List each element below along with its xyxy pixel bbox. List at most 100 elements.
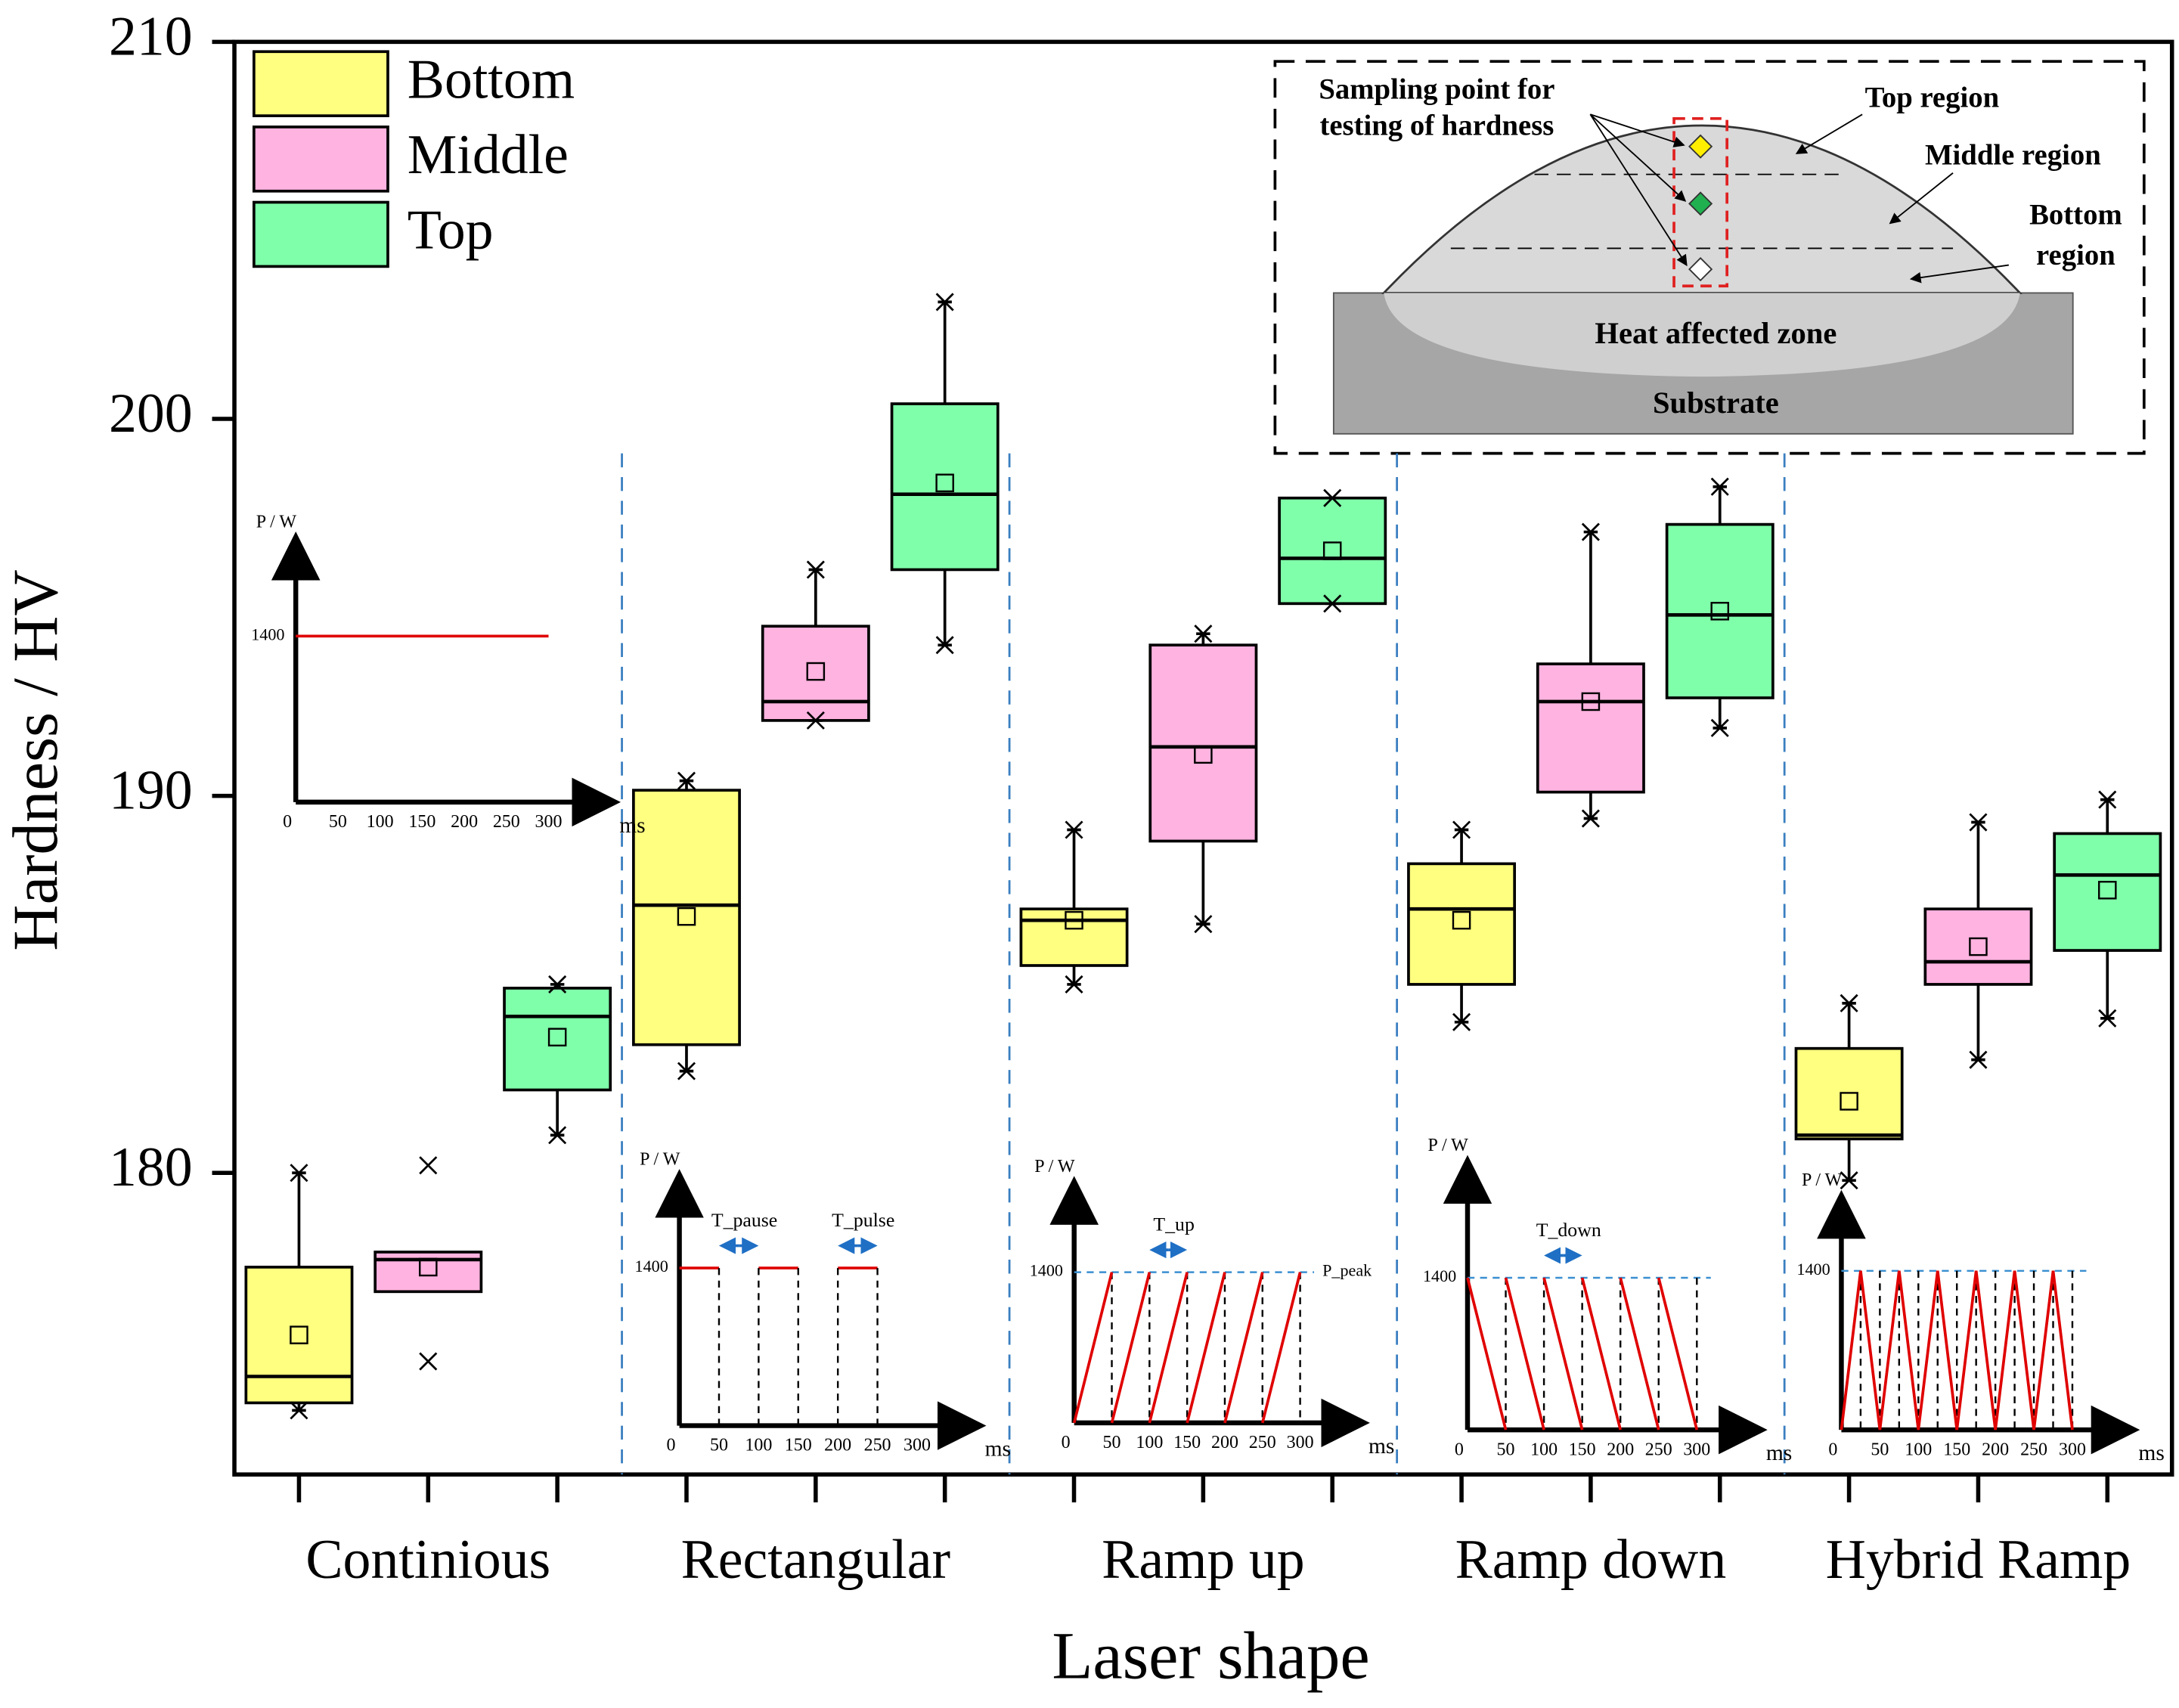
inset-tick-label: 200 xyxy=(1982,1440,2009,1459)
extreme-marker xyxy=(548,1126,567,1145)
inset-tick-label: 0 xyxy=(283,812,292,832)
annotation: T_up xyxy=(1153,1214,1195,1235)
inset-tick-label: 200 xyxy=(1607,1440,1634,1459)
inset-xlabel: ms xyxy=(1766,1441,1792,1465)
inset-tick-label: 50 xyxy=(1871,1440,1889,1459)
waveform xyxy=(1466,1277,1699,1431)
inset-tick-label: 250 xyxy=(2020,1440,2047,1459)
inset-ylabel: P / W xyxy=(1428,1136,1469,1155)
extreme-marker xyxy=(935,636,954,655)
legend-swatch xyxy=(253,200,389,268)
y-tick-label: 210 xyxy=(109,5,193,67)
inset-tick-label: 0 xyxy=(1455,1440,1464,1459)
inset: P / W ms 1400 0 50 100 150 200 250 300 T_down xyxy=(1423,1136,1792,1465)
inset-tick-label: 250 xyxy=(1645,1440,1672,1459)
extreme-marker xyxy=(2098,790,2117,809)
inset-ylabel: P / W xyxy=(640,1150,680,1170)
y-axis-title: Hardness / HV xyxy=(0,569,71,950)
mean xyxy=(1452,910,1471,930)
inset-tick-label: 100 xyxy=(745,1436,772,1455)
mean xyxy=(806,662,826,681)
extreme-marker xyxy=(1323,488,1342,507)
arrow xyxy=(1795,113,1863,154)
arrow xyxy=(1589,113,1687,202)
sampling-zone xyxy=(1672,116,1729,288)
inset-ylabel: P / W xyxy=(1802,1170,1843,1190)
legend-label: Middle xyxy=(408,123,569,185)
arrow xyxy=(1909,264,2009,284)
extreme-marker xyxy=(2098,1009,2117,1028)
extreme-marker xyxy=(419,1156,438,1175)
inset-level: 1400 xyxy=(251,625,284,643)
mean xyxy=(1969,937,1988,956)
extreme-marker xyxy=(1969,1050,1988,1069)
box xyxy=(1019,907,1129,967)
legend-label: Top xyxy=(408,199,494,261)
extreme-marker xyxy=(1452,820,1471,839)
sample-point xyxy=(1688,134,1713,159)
extreme-marker xyxy=(1581,809,1600,828)
inset-tick-label: 50 xyxy=(710,1436,728,1455)
inset-tick-label: 200 xyxy=(1211,1433,1238,1452)
extreme-marker xyxy=(1710,718,1729,737)
inset-tick-label: 300 xyxy=(535,812,563,832)
inset-tick-label: 50 xyxy=(1103,1433,1121,1452)
x-axis-title: Laser shape xyxy=(1052,1620,1369,1694)
extreme-marker xyxy=(1452,1012,1471,1031)
arrow xyxy=(1589,113,1688,267)
mean xyxy=(677,907,696,926)
inset-level: 1400 xyxy=(1796,1260,1830,1279)
extreme-marker xyxy=(806,711,825,730)
x-tick-label: Hybrid Ramp xyxy=(1826,1528,2131,1590)
inset-tick-label: 150 xyxy=(1173,1433,1201,1452)
box xyxy=(1407,862,1517,986)
inset-tick-label: 300 xyxy=(904,1436,931,1455)
inset-tick-label: 150 xyxy=(1569,1440,1596,1459)
inset-tick-label: 250 xyxy=(1249,1433,1276,1452)
box xyxy=(890,402,1000,572)
mean xyxy=(1840,1092,1858,1111)
extreme-marker xyxy=(1581,522,1600,541)
legend-swatch xyxy=(253,126,389,193)
extreme-marker xyxy=(677,771,696,790)
mean xyxy=(2098,881,2117,900)
sample-point xyxy=(1688,191,1713,216)
inset: P / W ms 1400 0 50 100 150 200 250 300 T_pause T_pu… xyxy=(635,1150,1011,1462)
inset-tick-label: 150 xyxy=(785,1436,812,1455)
inset-level: 1400 xyxy=(635,1257,668,1276)
schematic-frame xyxy=(1273,60,2146,455)
inset-tick-label: 300 xyxy=(1287,1433,1314,1452)
sample-point xyxy=(1688,257,1713,282)
inset: P / W ms 1400 0 50 100 150 200 250 300 xyxy=(251,512,645,837)
waveform xyxy=(1072,1272,1302,1424)
extreme-marker xyxy=(290,1401,308,1420)
x-tick-label: Continious xyxy=(305,1528,550,1590)
inset-tick-label: 200 xyxy=(451,812,478,832)
box xyxy=(1923,907,2033,986)
annotation: T_pause xyxy=(711,1209,777,1231)
inset-xlabel: ms xyxy=(2138,1441,2164,1465)
extreme-marker xyxy=(1840,1171,1858,1190)
box xyxy=(1278,496,1387,606)
extreme-marker xyxy=(1710,477,1729,496)
inset-level: 1400 xyxy=(1423,1266,1456,1285)
label: region xyxy=(2036,239,2115,271)
label: Heat affected zone xyxy=(1595,316,1836,350)
box xyxy=(1536,662,1645,794)
arrow xyxy=(1889,172,1954,225)
box xyxy=(1148,643,1258,843)
inset-level: 1400 xyxy=(1030,1261,1063,1280)
box xyxy=(2053,832,2162,952)
extreme-marker xyxy=(548,975,567,993)
inset-xlabel: ms xyxy=(985,1437,1011,1462)
extreme-marker xyxy=(1840,993,1858,1012)
inset-tick-label: 0 xyxy=(1828,1440,1837,1459)
inset-tick-label: 50 xyxy=(1497,1440,1515,1459)
label: Top region xyxy=(1865,82,2000,114)
extreme-marker xyxy=(1323,594,1342,613)
arrow xyxy=(1590,113,1685,147)
mean xyxy=(1710,602,1730,621)
inset-tick-label: 250 xyxy=(493,812,520,832)
extreme-marker xyxy=(1194,915,1213,934)
